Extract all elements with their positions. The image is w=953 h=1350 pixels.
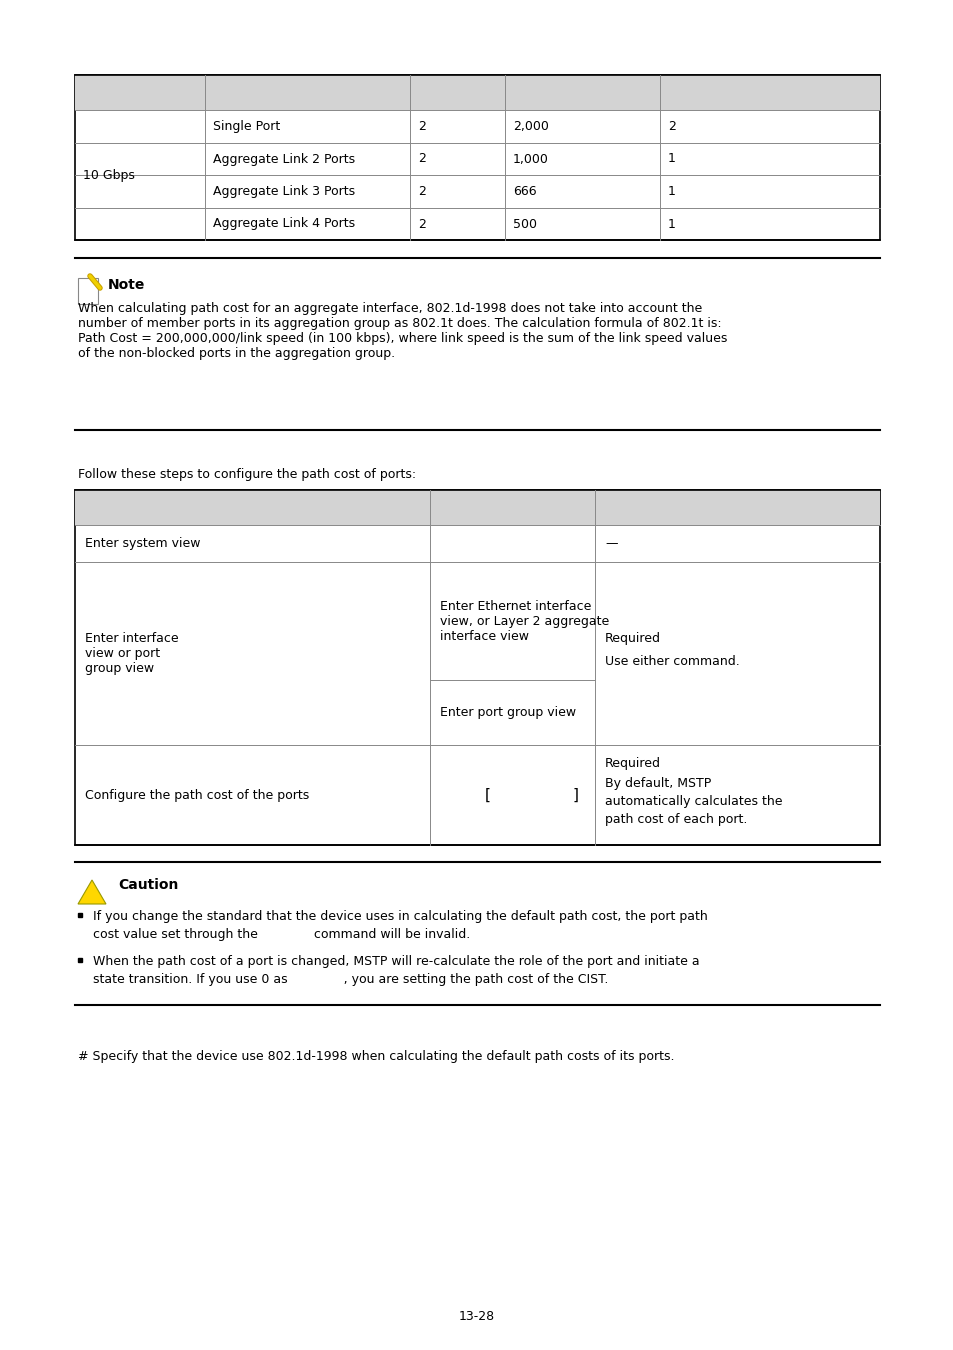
Bar xyxy=(75,490,879,845)
Text: ]: ] xyxy=(573,787,578,802)
Text: 2,000: 2,000 xyxy=(513,120,548,134)
Text: Enter Ethernet interface
view, or Layer 2 aggregate
interface view: Enter Ethernet interface view, or Layer … xyxy=(439,599,609,643)
Text: 1: 1 xyxy=(667,153,675,166)
Text: Enter system view: Enter system view xyxy=(85,537,200,549)
Text: —: — xyxy=(604,537,617,549)
Text: Required: Required xyxy=(604,757,660,769)
Text: Note: Note xyxy=(108,278,145,292)
Text: 2: 2 xyxy=(417,185,425,198)
Text: By default, MSTP: By default, MSTP xyxy=(604,778,711,790)
Text: 2: 2 xyxy=(417,120,425,134)
Text: Enter port group view: Enter port group view xyxy=(439,706,576,720)
Text: 1: 1 xyxy=(667,185,675,198)
Text: Caution: Caution xyxy=(118,878,178,892)
Text: 500: 500 xyxy=(513,217,537,231)
Text: When calculating path cost for an aggregate interface, 802.1d-1998 does not take: When calculating path cost for an aggreg… xyxy=(78,302,726,360)
Text: Aggregate Link 2 Ports: Aggregate Link 2 Ports xyxy=(213,153,355,166)
Text: automatically calculates the: automatically calculates the xyxy=(604,795,781,809)
Text: When the path cost of a port is changed, MSTP will re-calculate the role of the : When the path cost of a port is changed,… xyxy=(92,954,699,968)
Text: Aggregate Link 4 Ports: Aggregate Link 4 Ports xyxy=(213,217,355,231)
Text: 10 Gbps: 10 Gbps xyxy=(83,169,134,181)
Text: cost value set through the              command will be invalid.: cost value set through the command will … xyxy=(92,927,470,941)
Text: 1: 1 xyxy=(667,217,675,231)
Text: [: [ xyxy=(484,787,491,802)
Text: Use either command.: Use either command. xyxy=(604,655,739,668)
Text: Configure the path cost of the ports: Configure the path cost of the ports xyxy=(85,788,309,802)
Bar xyxy=(75,76,879,109)
Polygon shape xyxy=(78,880,106,905)
Text: 666: 666 xyxy=(513,185,536,198)
Text: 13-28: 13-28 xyxy=(458,1310,495,1323)
Text: 1,000: 1,000 xyxy=(513,153,548,166)
Text: path cost of each port.: path cost of each port. xyxy=(604,813,746,826)
Bar xyxy=(75,76,879,240)
Text: Aggregate Link 3 Ports: Aggregate Link 3 Ports xyxy=(213,185,355,198)
Text: 2: 2 xyxy=(417,217,425,231)
Bar xyxy=(78,278,98,304)
Text: !: ! xyxy=(89,886,94,899)
Text: Enter interface
view or port
group view: Enter interface view or port group view xyxy=(85,632,178,675)
Text: Follow these steps to configure the path cost of ports:: Follow these steps to configure the path… xyxy=(78,468,416,481)
Text: state transition. If you use 0 as              , you are setting the path cost o: state transition. If you use 0 as , you … xyxy=(92,973,608,985)
Text: Required: Required xyxy=(604,632,660,645)
Text: 2: 2 xyxy=(667,120,675,134)
Text: Single Port: Single Port xyxy=(213,120,280,134)
Bar xyxy=(75,490,879,525)
Text: If you change the standard that the device uses in calculating the default path : If you change the standard that the devi… xyxy=(92,910,707,923)
Text: 2: 2 xyxy=(417,153,425,166)
Text: # Specify that the device use 802.1d-1998 when calculating the default path cost: # Specify that the device use 802.1d-199… xyxy=(78,1050,674,1062)
